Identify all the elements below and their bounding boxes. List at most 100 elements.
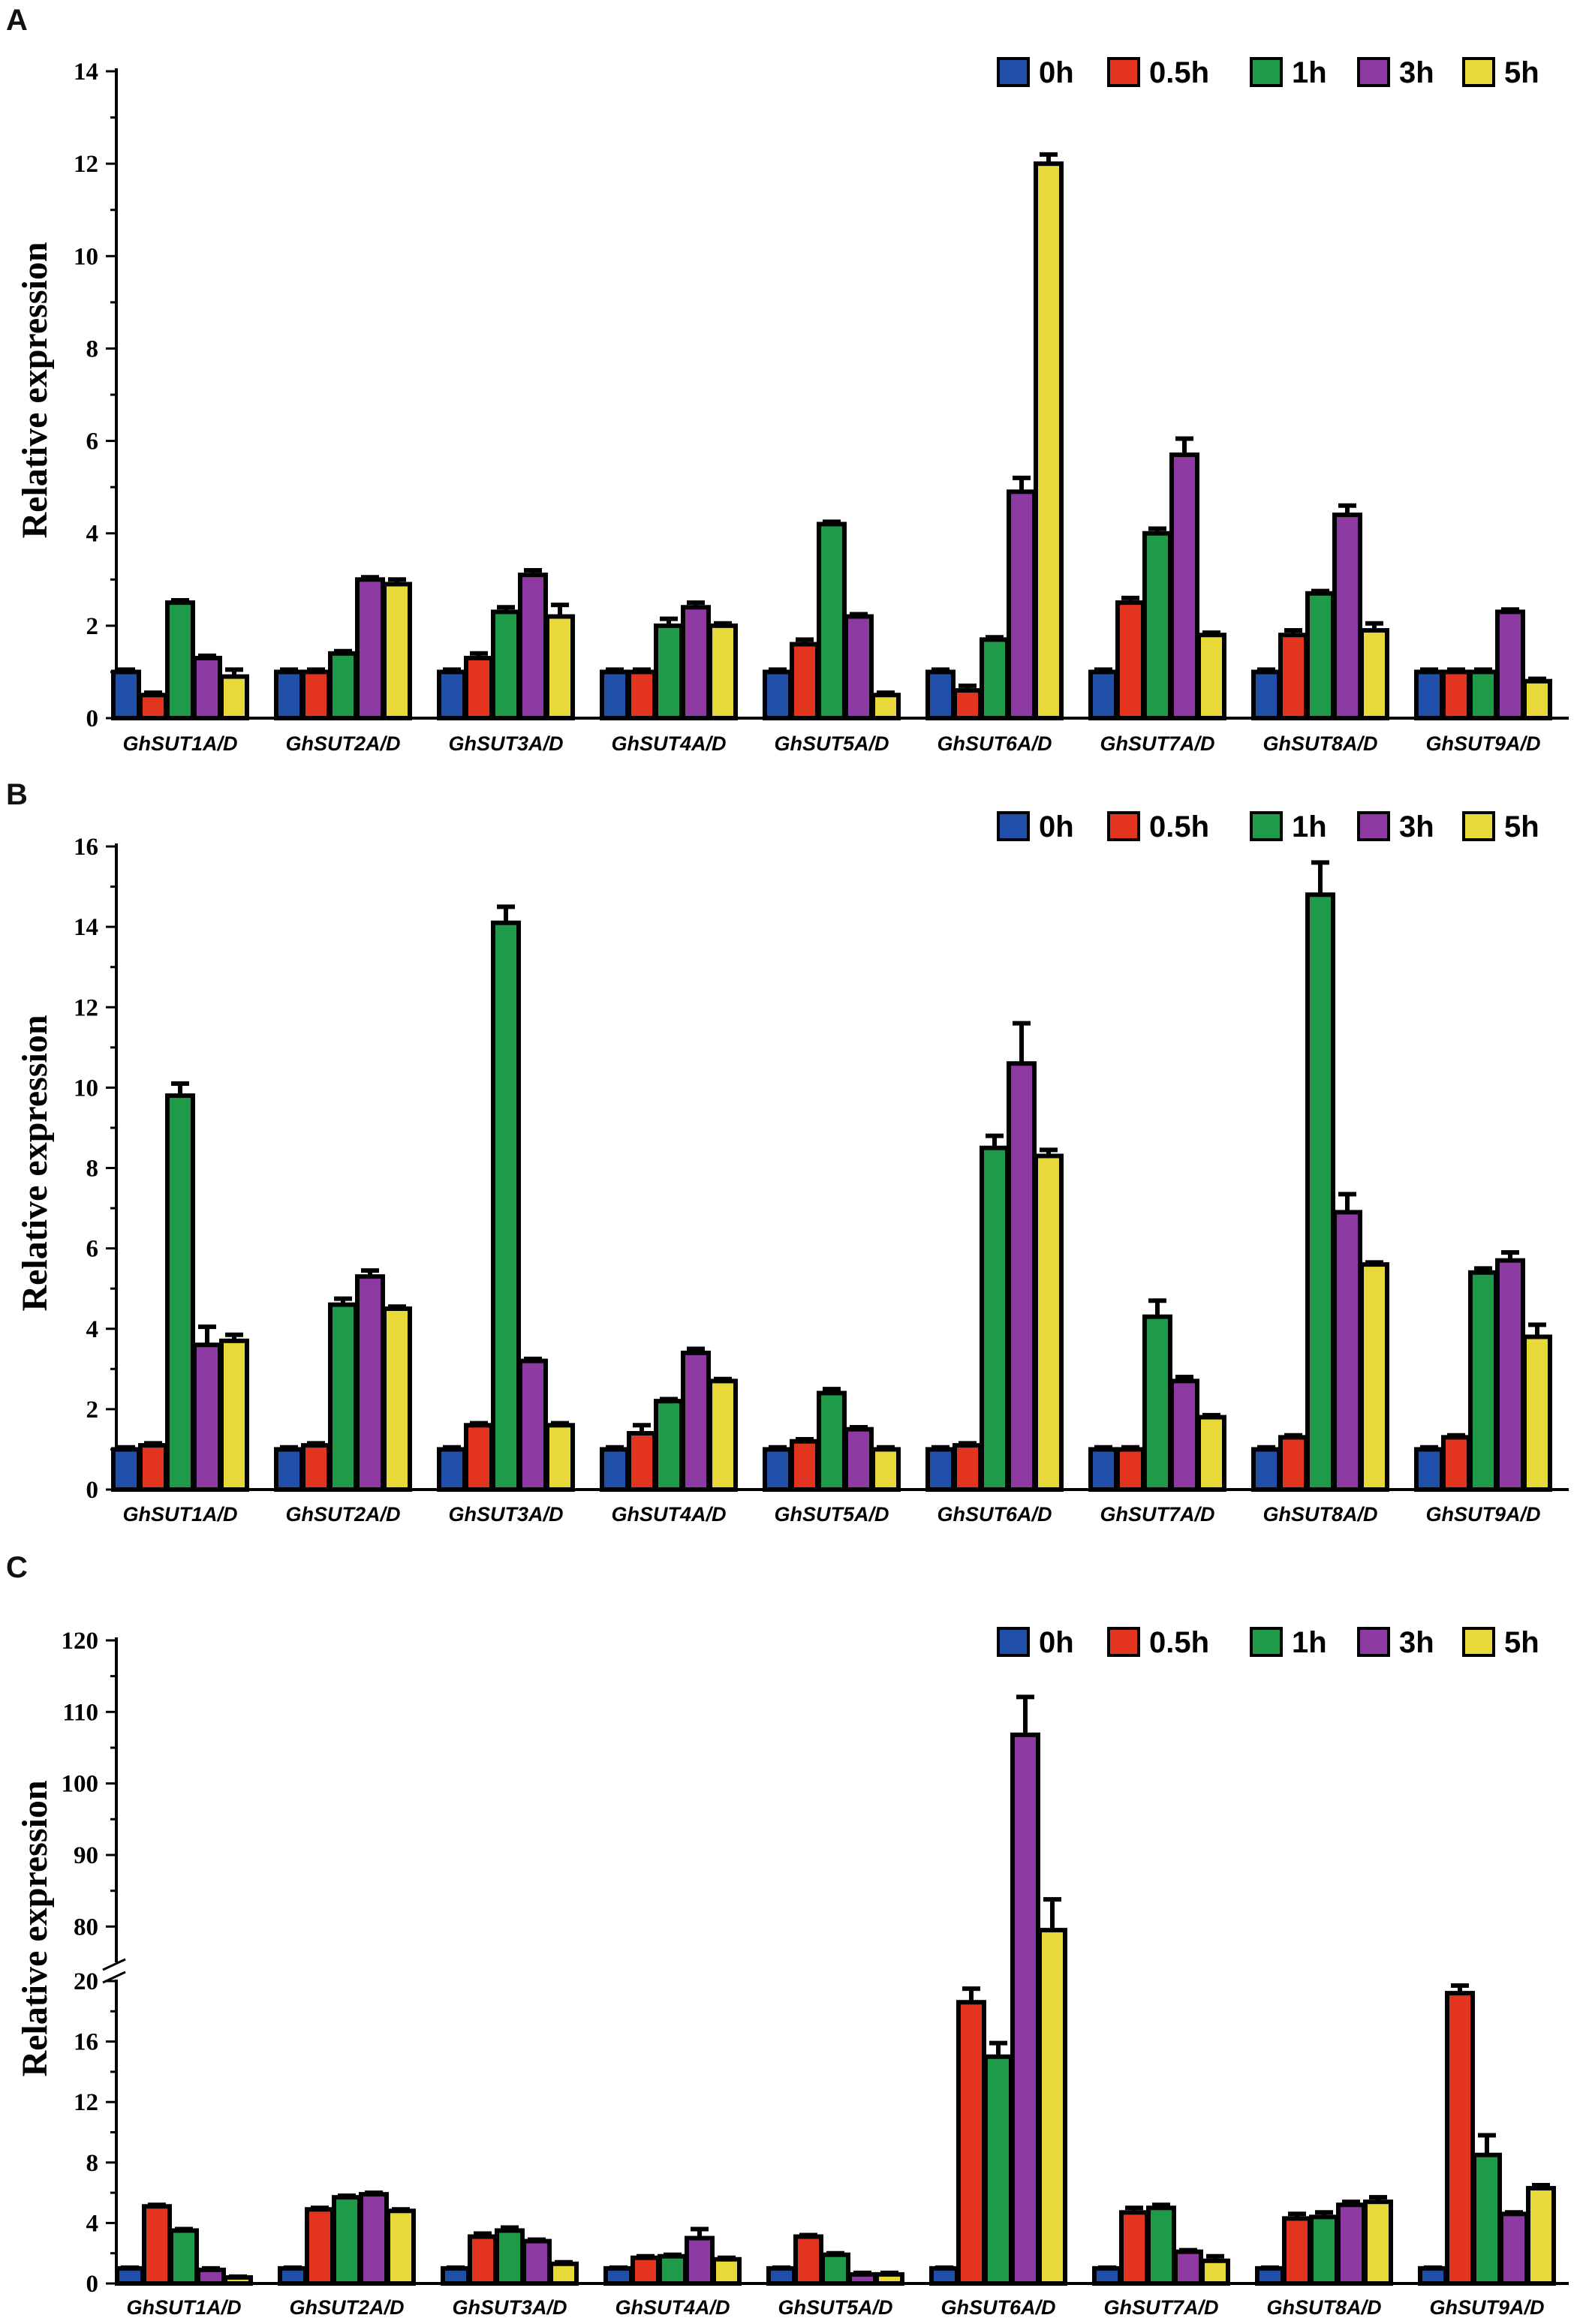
- legend-label: 0.5h: [1149, 810, 1209, 843]
- bar-1h-GhSUT4A/D: [654, 1399, 684, 1492]
- bar-1h-GhSUT6A/D: [980, 1145, 1010, 1492]
- y-tick-label: 0: [86, 1477, 99, 1504]
- bar-3h-GhSUT8A/D: [1336, 2202, 1366, 2286]
- bar-0.5h-GhSUT8A/D: [1278, 633, 1308, 721]
- bar-5h-GhSUT4A/D: [712, 2256, 742, 2286]
- bar-1h-GhSUT3A/D: [495, 2228, 525, 2286]
- y-tick-label: 8: [86, 2150, 99, 2177]
- bar-0.5h-GhSUT3A/D: [464, 1423, 494, 1493]
- legend-label: 0h: [1039, 1626, 1074, 1659]
- bar-1h-GhSUT3A/D: [491, 920, 521, 1493]
- bar-3h-GhSUT2A/D: [355, 577, 385, 720]
- bar-0h-GhSUT7A/D: [1092, 2265, 1122, 2286]
- y-axis-label: Relative expression: [15, 1780, 55, 2076]
- bar-1h-GhSUT6A/D: [980, 637, 1010, 720]
- bar-0h-GhSUT1A/D: [111, 669, 141, 721]
- bar-0h-GhSUT6A/D: [925, 1447, 956, 1492]
- bar-0.5h-GhSUT1A/D: [142, 2204, 172, 2286]
- bar-5h-GhSUT8A/D: [1359, 628, 1389, 720]
- category-label: GhSUT2A/D: [289, 2296, 404, 2319]
- panel-c: C 0 4 8 12 16 20 80 90 100 110 120 Relative express…: [6, 1551, 1569, 2319]
- bar-1h-GhSUT2A/D: [332, 2195, 362, 2286]
- bar-0.5h-GhSUT9A/D: [1445, 1991, 1475, 2286]
- y-tick-label: 10: [74, 1075, 98, 1102]
- legend-swatch-5h: [1462, 811, 1495, 841]
- category-label: GhSUT5A/D: [774, 732, 889, 755]
- bar-0h-GhSUT3A/D: [441, 2265, 471, 2286]
- bar-1h-GhSUT6A/D: [983, 2054, 1013, 2286]
- axis-break-mark: [102, 1958, 126, 1971]
- category-label: GhSUT7A/D: [1103, 2296, 1218, 2319]
- bar-1h-GhSUT9A/D: [1468, 1270, 1498, 1492]
- bar-5h-GhSUT5A/D: [874, 2271, 904, 2286]
- y-tick-label: 110: [62, 1699, 98, 1726]
- category-label: GhSUT4A/D: [611, 732, 726, 755]
- bar-0.5h-GhSUT6A/D: [956, 2000, 986, 2286]
- bar-0.5h-GhSUT4A/D: [627, 669, 657, 721]
- bar-3h-GhSUT5A/D: [844, 614, 874, 720]
- bar-0.5h-GhSUT2A/D: [301, 669, 331, 721]
- bar-0.5h-GhSUT2A/D: [305, 2207, 335, 2286]
- bar-0h-GhSUT3A/D: [437, 1447, 467, 1492]
- bar-3h-GhSUT7A/D: [1169, 1378, 1199, 1492]
- category-label: GhSUT6A/D: [937, 1503, 1052, 1526]
- bar-3h-GhSUT4A/D: [681, 1350, 711, 1492]
- bar-5h-GhSUT2A/D: [382, 1306, 412, 1492]
- y-tick-label: 90: [74, 1842, 98, 1869]
- bar-5h-GhSUT9A/D: [1522, 1334, 1552, 1493]
- bar-3h-GhSUT6A/D: [1007, 1061, 1037, 1493]
- bar-5h-GhSUT6A/D: [1034, 161, 1064, 720]
- y-tick-label: 12: [74, 2089, 98, 2116]
- bar-5h-GhSUT8A/D: [1363, 2199, 1393, 2286]
- legend-swatch-0.5h: [1107, 811, 1140, 841]
- category-label: GhSUT4A/D: [615, 2296, 730, 2319]
- bar-5h-GhSUT7A/D: [1200, 2258, 1230, 2286]
- legend-swatch-0h: [997, 57, 1030, 87]
- bar-5h-GhSUT8A/D: [1359, 1262, 1389, 1493]
- y-tick-label: 120: [62, 1628, 99, 1655]
- category-label: GhSUT1A/D: [126, 2296, 241, 2319]
- bar-0.5h-GhSUT6A/D: [953, 1443, 983, 1493]
- bar-0h-GhSUT2A/D: [278, 2265, 308, 2286]
- bar-0.5h-GhSUT5A/D: [793, 2234, 823, 2286]
- legend-label: 3h: [1399, 810, 1434, 843]
- bar-1h-GhSUT7A/D: [1142, 1314, 1172, 1493]
- category-label: GhSUT9A/D: [1425, 732, 1540, 755]
- y-tick-label: 12: [74, 994, 98, 1021]
- category-label: GhSUT4A/D: [611, 1503, 726, 1526]
- bar-0h-GhSUT5A/D: [763, 1447, 793, 1492]
- legend-swatch-0.5h: [1107, 1627, 1140, 1657]
- bar-0.5h-GhSUT7A/D: [1115, 1447, 1145, 1492]
- bar-0.5h-GhSUT1A/D: [138, 1443, 168, 1493]
- bar-0h-GhSUT2A/D: [274, 1447, 304, 1492]
- bar-3h-GhSUT5A/D: [844, 1427, 874, 1492]
- bar-3h-GhSUT4A/D: [685, 2235, 715, 2286]
- bar-0h-GhSUT5A/D: [766, 2265, 796, 2286]
- legend-swatch-1h: [1250, 1627, 1283, 1657]
- category-label: GhSUT2A/D: [285, 732, 400, 755]
- legend-label: 3h: [1399, 1626, 1434, 1659]
- category-label: GhSUT5A/D: [778, 2296, 892, 2319]
- bar-0h-GhSUT6A/D: [929, 2265, 959, 2286]
- bar-3h-GhSUT1A/D: [196, 2267, 226, 2286]
- bar-3h-GhSUT3A/D: [518, 1358, 548, 1492]
- legend-swatch-5h: [1462, 57, 1495, 87]
- bar-0.5h-GhSUT8A/D: [1282, 2216, 1312, 2286]
- bar-5h-GhSUT6A/D: [1037, 1928, 1067, 2286]
- bar-0.5h-GhSUT4A/D: [627, 1431, 657, 1492]
- legend-label: 5h: [1504, 810, 1539, 843]
- y-tick-label: 8: [86, 335, 99, 362]
- bar-0h-GhSUT2A/D: [274, 669, 304, 721]
- y-axis-label: Relative expression: [15, 1015, 55, 1311]
- bar-0h-GhSUT7A/D: [1088, 669, 1118, 721]
- y-tick-label: 14: [74, 59, 98, 86]
- y-tick-label: 10: [74, 243, 98, 270]
- bar-3h-GhSUT3A/D: [522, 2238, 552, 2286]
- bar-1h-GhSUT8A/D: [1305, 591, 1335, 720]
- bar-1h-GhSUT5A/D: [817, 1390, 847, 1492]
- bar-0h-GhSUT4A/D: [600, 669, 630, 721]
- bar-3h-GhSUT3A/D: [518, 573, 548, 721]
- bar-3h-GhSUT9A/D: [1495, 1258, 1525, 1492]
- bar-1h-GhSUT1A/D: [165, 600, 195, 720]
- category-label: GhSUT7A/D: [1100, 1503, 1214, 1526]
